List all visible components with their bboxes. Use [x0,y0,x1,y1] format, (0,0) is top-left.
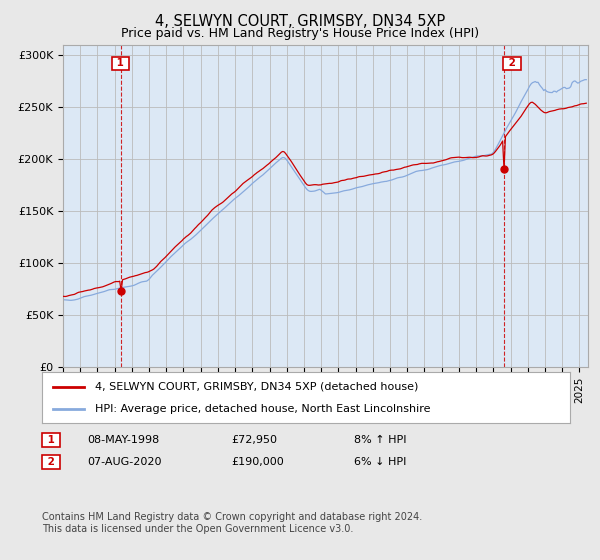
Text: 8% ↑ HPI: 8% ↑ HPI [354,435,407,445]
Text: Price paid vs. HM Land Registry's House Price Index (HPI): Price paid vs. HM Land Registry's House … [121,27,479,40]
Text: HPI: Average price, detached house, North East Lincolnshire: HPI: Average price, detached house, Nort… [95,404,430,414]
Text: 2: 2 [44,457,58,467]
Text: 1: 1 [113,58,128,68]
Text: 4, SELWYN COURT, GRIMSBY, DN34 5XP: 4, SELWYN COURT, GRIMSBY, DN34 5XP [155,14,445,29]
Text: 1: 1 [44,435,58,445]
Text: Contains HM Land Registry data © Crown copyright and database right 2024.
This d: Contains HM Land Registry data © Crown c… [42,512,422,534]
Text: £190,000: £190,000 [231,457,284,467]
Text: 08-MAY-1998: 08-MAY-1998 [87,435,159,445]
Text: 6% ↓ HPI: 6% ↓ HPI [354,457,406,467]
Text: 2: 2 [505,58,520,68]
Text: £72,950: £72,950 [231,435,277,445]
Text: 4, SELWYN COURT, GRIMSBY, DN34 5XP (detached house): 4, SELWYN COURT, GRIMSBY, DN34 5XP (deta… [95,381,418,391]
Text: 07-AUG-2020: 07-AUG-2020 [87,457,161,467]
